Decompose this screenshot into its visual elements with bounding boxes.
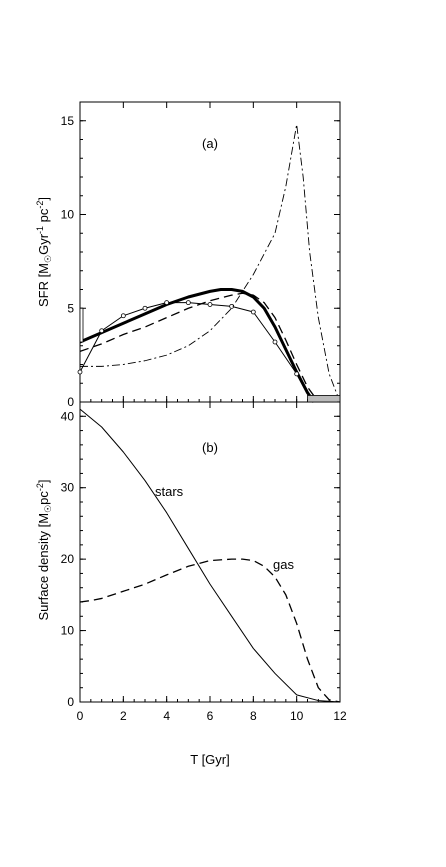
data-point — [272, 339, 278, 345]
stars-annotation: stars — [155, 484, 184, 499]
y-tick-label: 10 — [61, 624, 75, 638]
y-tick-label: 20 — [61, 552, 75, 566]
ylabel-a: SFR [M☉Gyr-1 pc-2] — [35, 197, 53, 307]
panel-b-plot: 0 10 20 30 40 0 2 4 6 8 10 12 — [61, 401, 347, 723]
y-tick-label: 15 — [61, 114, 75, 128]
ylabel-b: Surface density [M☉pc-2] — [35, 479, 53, 620]
x-tick-label: 6 — [207, 709, 214, 723]
series-line-solid-open-circles — [79, 302, 298, 375]
panel-b-label: (b) — [202, 440, 218, 455]
y-tick-label: 0 — [67, 695, 74, 709]
data-point — [142, 305, 148, 311]
y-tick-label: 30 — [61, 481, 75, 495]
data-point — [229, 303, 235, 309]
data-point — [207, 302, 213, 307]
series-line-dashed — [79, 292, 319, 403]
panel-a-plot: 0 5 10 15 — [61, 101, 341, 409]
panel-a-label: (a) — [202, 136, 218, 151]
x-tick-label: 2 — [120, 709, 127, 723]
x-tick-label: 0 — [77, 709, 84, 723]
data-point — [77, 369, 83, 375]
initial-burst-bar — [79, 307, 84, 343]
series-line-stars — [79, 408, 341, 703]
late-infall-bar — [307, 395, 341, 403]
y-tick-label: 10 — [61, 208, 75, 222]
y-tick-label: 0 — [67, 395, 74, 409]
series-line-thick-solid — [79, 288, 316, 403]
gas-annotation: gas — [273, 557, 294, 572]
data-point — [120, 313, 126, 319]
x-tick-label: 10 — [290, 709, 304, 723]
data-point — [185, 300, 191, 306]
series-line-dash-dot — [80, 124, 341, 403]
data-point — [250, 309, 256, 315]
y-tick-label: 5 — [67, 301, 74, 315]
x-tick-label: 12 — [333, 709, 347, 723]
x-tick-label: 8 — [250, 709, 257, 723]
data-point — [164, 300, 170, 306]
y-tick-label: 40 — [61, 409, 75, 423]
data-point — [99, 328, 105, 334]
xlabel: T [Gyr] — [190, 752, 229, 767]
series-line-gas — [79, 558, 341, 703]
x-tick-label: 4 — [163, 709, 170, 723]
data-point — [294, 371, 300, 377]
